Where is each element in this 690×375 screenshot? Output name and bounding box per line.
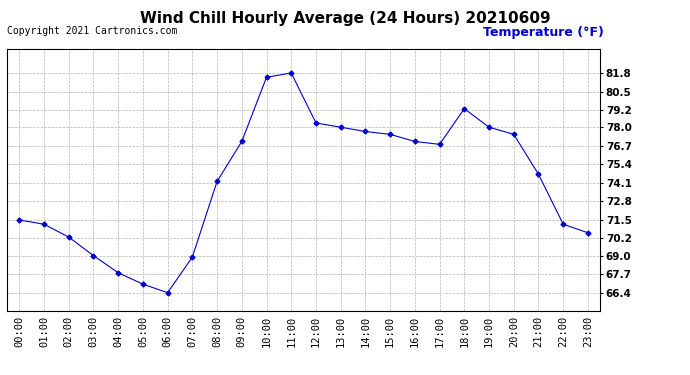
Text: Temperature (°F): Temperature (°F)	[483, 26, 604, 39]
Text: Copyright 2021 Cartronics.com: Copyright 2021 Cartronics.com	[7, 26, 177, 36]
Text: Wind Chill Hourly Average (24 Hours) 20210609: Wind Chill Hourly Average (24 Hours) 202…	[139, 11, 551, 26]
